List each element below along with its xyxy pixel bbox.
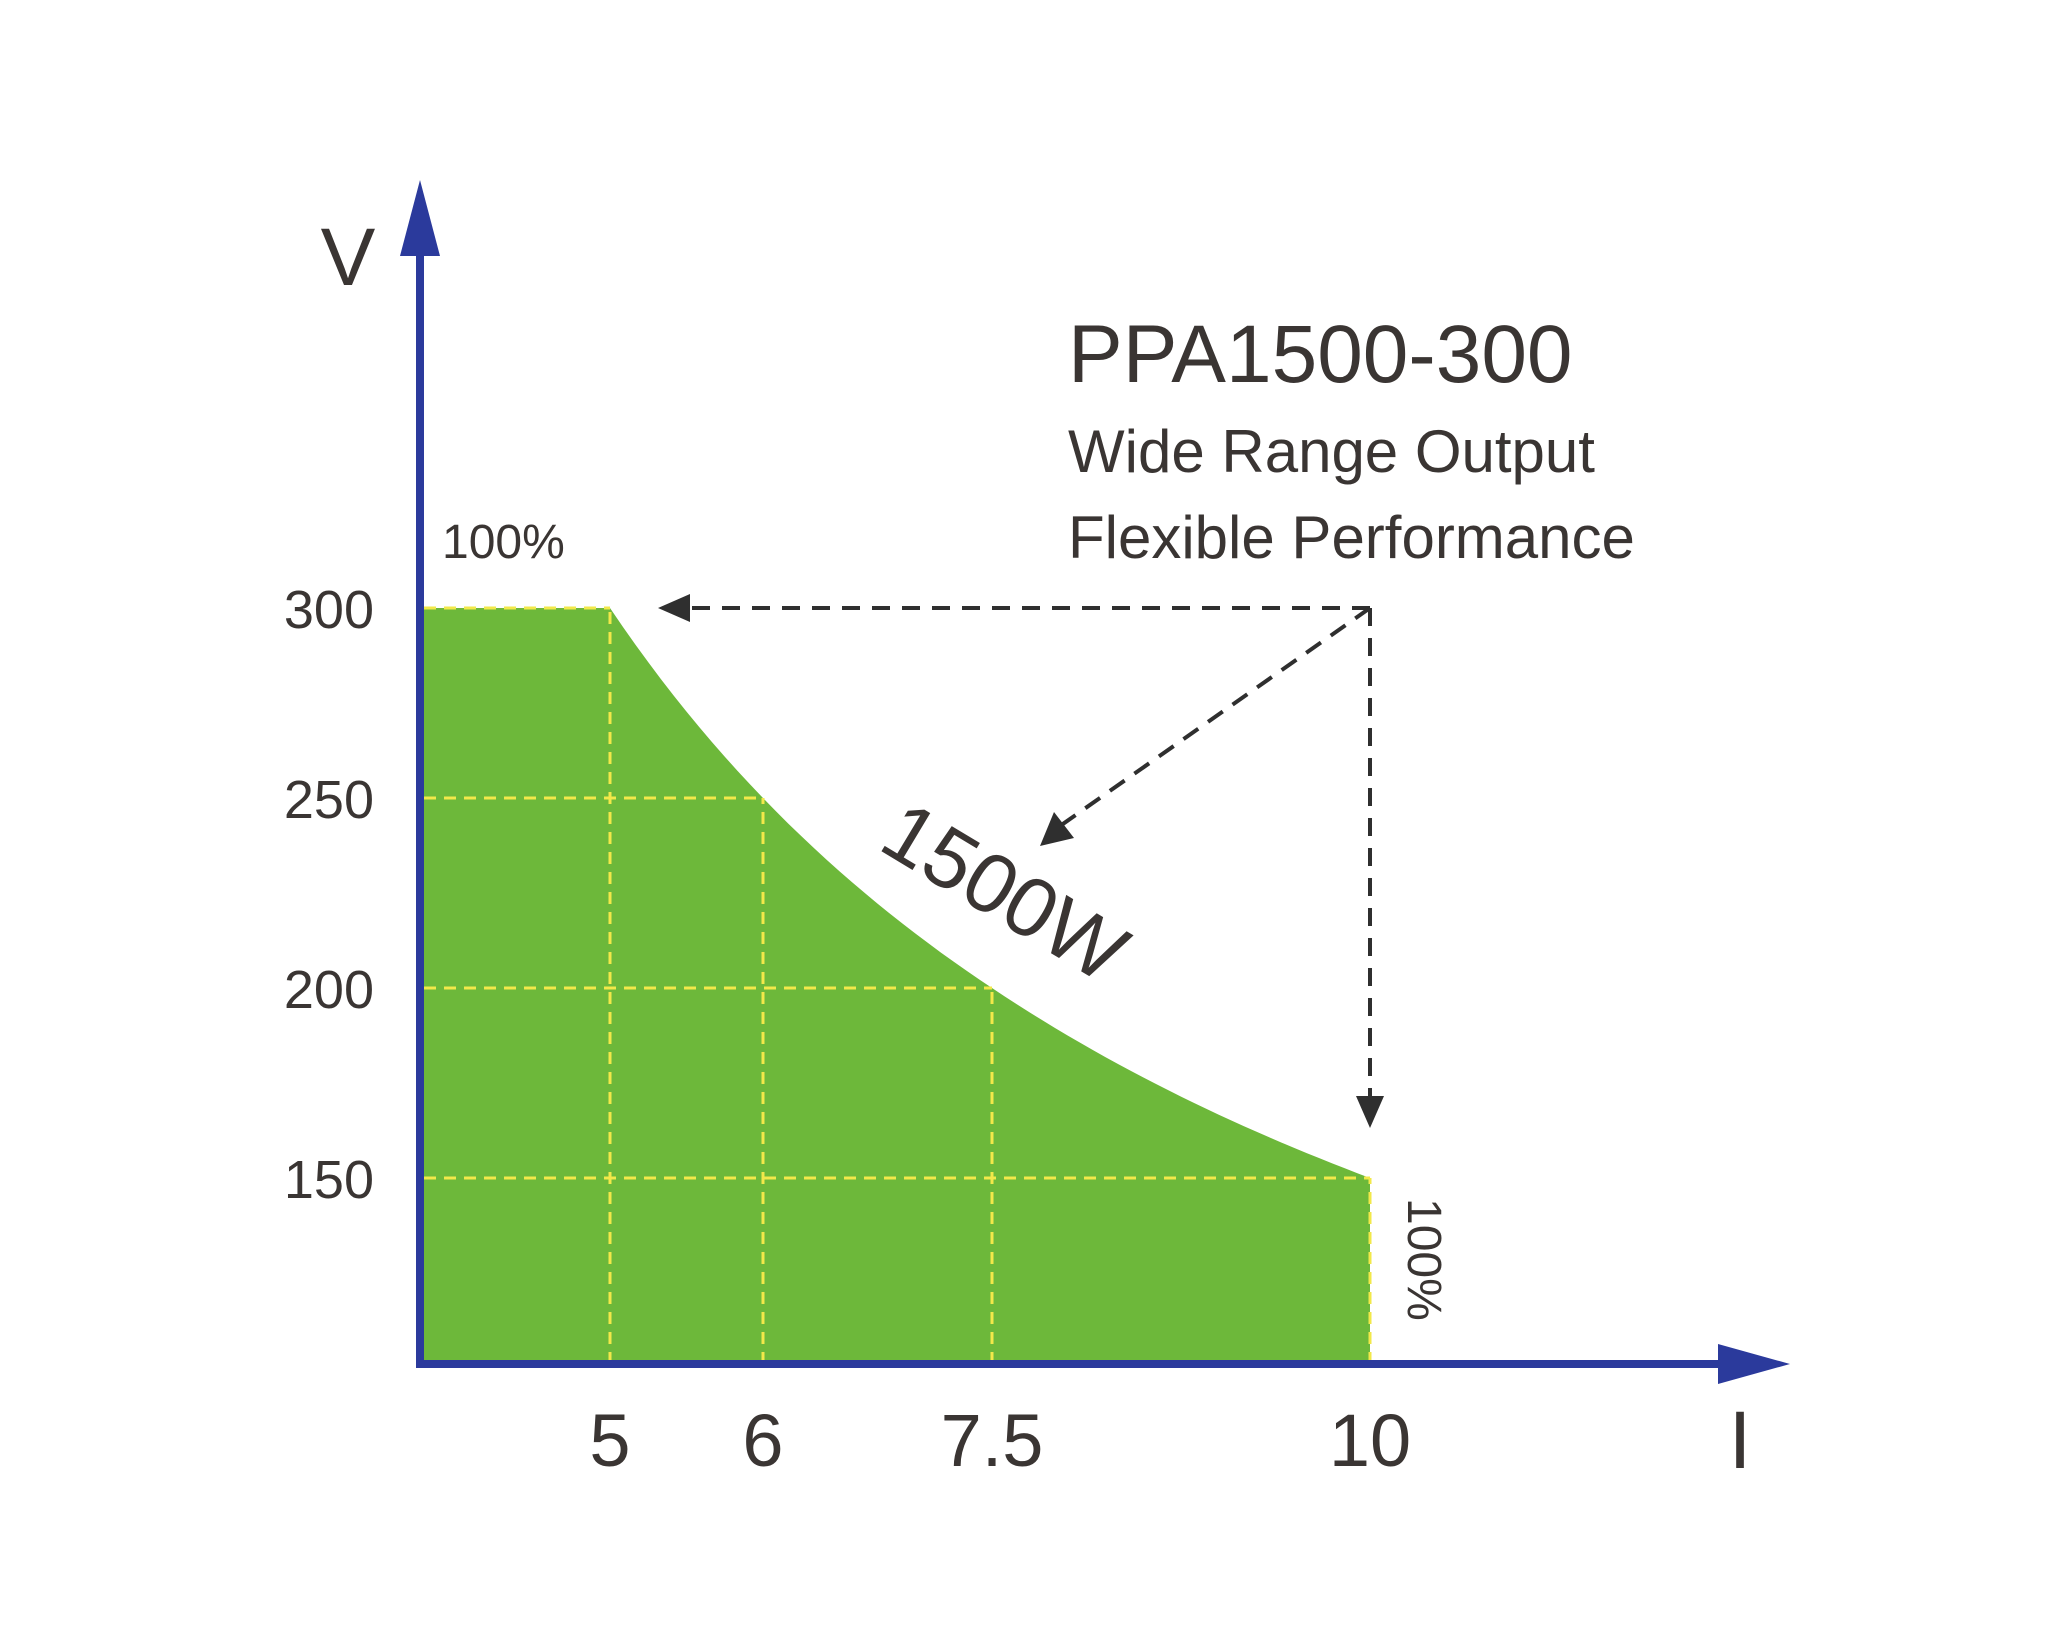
arrow-to-power-curve — [1058, 606, 1372, 828]
chart-title: PPA1500-300 — [1068, 309, 1573, 400]
y-axis-arrow — [400, 180, 440, 256]
subtitle-line-2: Flexible Performance — [1068, 504, 1635, 571]
range-arrows — [658, 594, 1384, 1128]
x-tick-label: 6 — [742, 1399, 783, 1482]
y-tick-label: 300 — [284, 580, 374, 640]
y-tick-label: 200 — [284, 960, 374, 1020]
operating-region — [424, 608, 1370, 1364]
x-axis-arrow — [1718, 1344, 1790, 1384]
x-tick-label: 10 — [1329, 1399, 1411, 1482]
subtitle-line-1: Wide Range Output — [1068, 418, 1595, 485]
y-tick-label: 150 — [284, 1150, 374, 1210]
x-tick-label: 7.5 — [941, 1399, 1044, 1482]
voltage-percent-label: 100% — [442, 516, 565, 569]
current-percent-label: 100% — [1397, 1198, 1450, 1321]
grid-lines — [424, 606, 1372, 1364]
arrowhead-left — [658, 594, 690, 622]
y-tick-label: 250 — [284, 770, 374, 830]
arrowhead-diagonal — [1040, 812, 1074, 846]
y-axis-label: V — [321, 212, 376, 303]
x-axis-label: I — [1729, 1395, 1752, 1486]
arrowhead-down — [1356, 1096, 1384, 1128]
x-tick-label: 5 — [589, 1399, 630, 1482]
